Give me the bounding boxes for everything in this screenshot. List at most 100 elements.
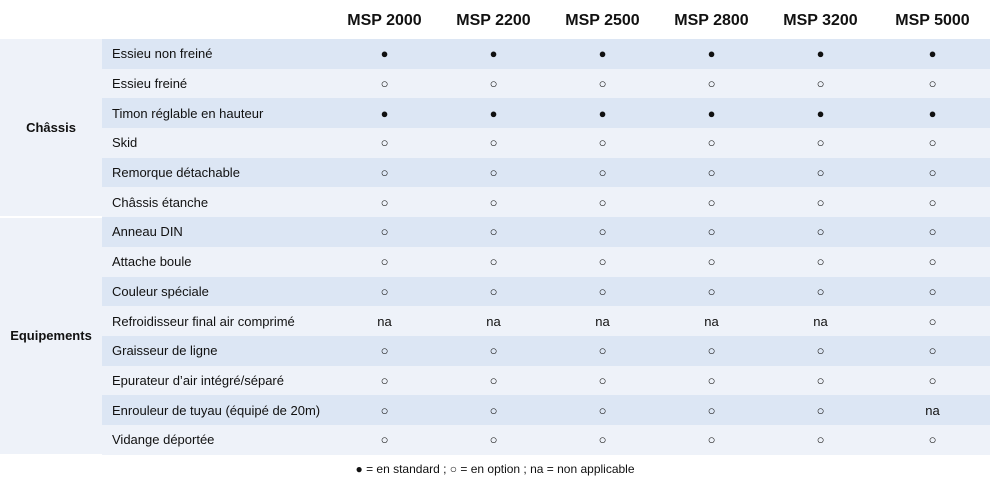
table-row: Enrouleur de tuyau (équipé de 20m) ○ ○ ○ ○ ○ n… <box>0 395 990 425</box>
availability-cell: ○ <box>439 246 548 277</box>
availability-cell: ○ <box>330 276 439 307</box>
feature-label: Epurateur d’air intégré/séparé <box>102 365 330 396</box>
availability-cell: ○ <box>657 187 766 218</box>
availability-cell: ○ <box>766 246 875 277</box>
feature-label: Vidange déportée <box>102 424 330 455</box>
availability-cell: ○ <box>330 187 439 218</box>
availability-cell: ○ <box>875 306 990 336</box>
availability-cell: na <box>657 306 766 336</box>
availability-cell: ○ <box>875 246 990 277</box>
availability-cell: ○ <box>875 365 990 396</box>
feature-label: Essieu non freiné <box>102 39 330 69</box>
availability-cell: ○ <box>657 276 766 307</box>
availability-cell: ○ <box>330 128 439 158</box>
availability-cell: ● <box>439 39 548 69</box>
feature-label: Timon réglable en hauteur <box>102 98 330 129</box>
availability-cell: na <box>766 306 875 336</box>
availability-cell: ○ <box>439 68 548 99</box>
availability-cell: ○ <box>548 246 657 277</box>
availability-cell: ○ <box>330 335 439 366</box>
table-body: Châssis Essieu non freiné ● ● ● ● ● ● Essieu fre… <box>0 39 990 456</box>
table-row: Skid ○ ○ ○ ○ ○ ○ <box>0 128 990 158</box>
table-header: MSP 2000 MSP 2200 MSP 2500 MSP 2800 MSP … <box>0 2 990 39</box>
table-row: Equipements Anneau DIN ○ ○ ○ ○ ○ ○ <box>0 217 990 456</box>
availability-cell: ○ <box>439 424 548 455</box>
availability-cell: ○ <box>330 365 439 396</box>
table-row: Attache boule ○ ○ ○ ○ ○ ○ <box>0 246 990 277</box>
availability-cell: ○ <box>330 217 439 247</box>
availability-cell: ○ <box>766 395 875 425</box>
header-row: MSP 2000 MSP 2200 MSP 2500 MSP 2800 MSP … <box>0 2 990 39</box>
availability-cell: ● <box>548 98 657 129</box>
availability-cell: ○ <box>766 424 875 455</box>
availability-cell: ○ <box>548 217 657 247</box>
availability-cell: ○ <box>766 157 875 188</box>
availability-cell: ○ <box>657 365 766 396</box>
table-row: Graisseur de ligne ○ ○ ○ ○ ○ ○ <box>0 335 990 366</box>
availability-cell: ○ <box>439 365 548 396</box>
availability-cell: ○ <box>657 157 766 188</box>
availability-cell: ○ <box>766 187 875 218</box>
availability-cell: ○ <box>657 217 766 247</box>
column-header-msp-2000: MSP 2000 <box>330 2 439 39</box>
availability-cell: ○ <box>548 424 657 455</box>
table-row: Vidange déportée ○ ○ ○ ○ ○ ○ <box>0 424 990 455</box>
feature-label: Enrouleur de tuyau (équipé de 20m) <box>102 395 330 425</box>
header-feature-spacer <box>102 2 330 39</box>
feature-label: Attache boule <box>102 246 330 277</box>
availability-cell: ○ <box>548 335 657 366</box>
availability-cell: ○ <box>875 424 990 455</box>
availability-cell: ○ <box>657 128 766 158</box>
availability-cell: ○ <box>330 157 439 188</box>
table-row: Remorque détachable ○ ○ ○ ○ ○ ○ <box>0 157 990 188</box>
column-header-msp-2500: MSP 2500 <box>548 2 657 39</box>
availability-cell: ○ <box>439 395 548 425</box>
availability-cell: ● <box>330 98 439 129</box>
availability-cell: na <box>548 306 657 336</box>
availability-cell: na <box>875 395 990 425</box>
availability-cell: ○ <box>330 68 439 99</box>
availability-cell: ● <box>766 39 875 69</box>
table-row: Couleur spéciale ○ ○ ○ ○ ○ ○ <box>0 276 990 307</box>
availability-cell: ○ <box>330 395 439 425</box>
availability-cell: ● <box>875 39 990 69</box>
availability-cell: ● <box>548 39 657 69</box>
availability-cell: ○ <box>439 217 548 247</box>
availability-cell: ○ <box>766 68 875 99</box>
feature-label: Refroidisseur final air comprimé <box>102 306 330 336</box>
header-corner <box>0 2 102 39</box>
feature-label: Graisseur de ligne <box>102 335 330 366</box>
availability-cell: ○ <box>548 157 657 188</box>
table-row: Châssis étanche ○ ○ ○ ○ ○ ○ <box>0 187 990 218</box>
availability-cell: ○ <box>548 395 657 425</box>
table-row: Epurateur d’air intégré/séparé ○ ○ ○ ○ ○ ○ <box>0 365 990 396</box>
availability-cell: ○ <box>657 246 766 277</box>
availability-cell: ○ <box>875 187 990 218</box>
availability-cell: ○ <box>657 395 766 425</box>
availability-cell: ○ <box>439 128 548 158</box>
availability-cell: ○ <box>766 128 875 158</box>
availability-cell: ○ <box>657 424 766 455</box>
group-label: Châssis <box>0 39 102 219</box>
availability-cell: ○ <box>548 128 657 158</box>
spec-table: MSP 2000 MSP 2200 MSP 2500 MSP 2800 MSP … <box>0 2 990 456</box>
column-header-msp-3200: MSP 3200 <box>766 2 875 39</box>
availability-cell: ● <box>766 98 875 129</box>
availability-cell: ○ <box>766 276 875 307</box>
table-row: Essieu freiné ○ ○ ○ ○ ○ ○ <box>0 68 990 99</box>
legend-note: ● = en standard ; ○ = en option ; na = n… <box>355 462 635 476</box>
availability-cell: ○ <box>548 365 657 396</box>
availability-cell: ○ <box>875 276 990 307</box>
availability-cell: ○ <box>439 276 548 307</box>
feature-label: Anneau DIN <box>102 217 330 247</box>
availability-cell: na <box>330 306 439 336</box>
feature-label: Essieu freiné <box>102 68 330 99</box>
availability-cell: ○ <box>875 335 990 366</box>
availability-cell: ○ <box>766 335 875 366</box>
group-label: Equipements <box>0 217 102 456</box>
availability-cell: ○ <box>657 68 766 99</box>
availability-cell: ○ <box>548 187 657 218</box>
feature-label: Remorque détachable <box>102 157 330 188</box>
table-row: Châssis Essieu non freiné ● ● ● ● ● ● <box>0 39 990 219</box>
table-row: Timon réglable en hauteur ● ● ● ● ● ● <box>0 98 990 129</box>
